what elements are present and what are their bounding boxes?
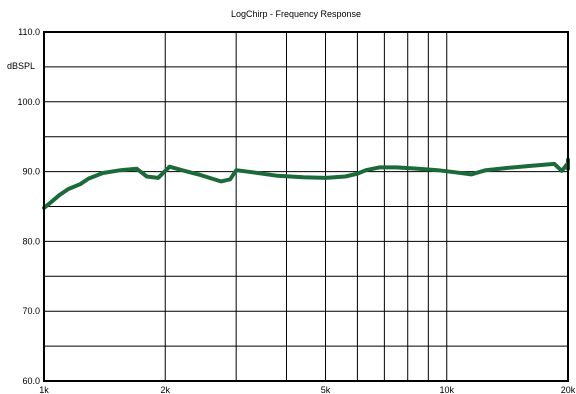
y-tick-label: 60.0 xyxy=(22,376,40,386)
x-tick-label: 10k xyxy=(440,385,455,394)
x-tick-label: 1k xyxy=(39,385,49,394)
series-line xyxy=(42,157,570,210)
y-tick-label: 110.0 xyxy=(18,27,40,37)
y-axis: 60.0 70.0 80.0 90.0 100.0 110.0 xyxy=(17,27,40,386)
y-tick-label: 100.0 xyxy=(17,97,40,107)
x-axis: 1k 2k 5k 10k 20k xyxy=(39,385,576,394)
y-tick-label: 80.0 xyxy=(22,236,40,246)
x-tick-label: 20k xyxy=(561,385,576,394)
y-tick-label: 90.0 xyxy=(22,167,40,177)
y-tick-label: 70.0 xyxy=(22,306,40,316)
grid xyxy=(43,31,569,382)
plot-frame xyxy=(43,31,569,382)
chart-title: LogChirp - Frequency Response xyxy=(231,9,361,19)
x-tick-label: 5k xyxy=(321,385,331,394)
x-tick-label: 2k xyxy=(160,385,170,394)
plot-area xyxy=(42,157,570,210)
y-axis-label: dBSPL xyxy=(7,61,35,71)
